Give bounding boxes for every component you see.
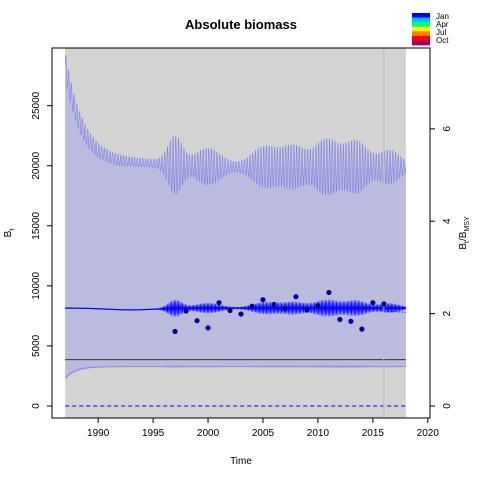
observation-point: [216, 300, 222, 306]
y-tick-label: 10000: [31, 272, 42, 300]
legend-color-band: [412, 31, 430, 37]
y-tick-label: 25000: [31, 91, 42, 119]
y2-axis-label-sub: t: [464, 241, 471, 243]
observation-point: [359, 326, 365, 332]
observation-point: [271, 301, 277, 308]
legend-label: Apr: [436, 20, 449, 29]
observation-point: [381, 301, 387, 307]
x-tick-label: 2015: [362, 428, 385, 439]
biomass-estimate-line: [65, 307, 406, 311]
confidence-band: [65, 54, 406, 379]
y2-tick-label: 2: [442, 310, 453, 316]
observation-point: [249, 303, 255, 309]
y-axis-label: Bt: [3, 229, 16, 238]
x-axis-label: Time: [230, 456, 252, 467]
x-tick-label: 1995: [142, 428, 165, 439]
confidence-band-upper: [64, 54, 407, 196]
confidence-band-lower: [64, 364, 407, 380]
observation-point: [194, 318, 200, 324]
legend-label: Jul: [436, 28, 446, 37]
observation-point: [183, 308, 189, 314]
y2-axis-label-main: B: [458, 243, 469, 250]
observation-point: [293, 294, 299, 300]
y-tick-label: 20000: [31, 151, 42, 179]
y2-axis-label-suffix-sub: MSY: [464, 216, 471, 232]
y-tick-label: 15000: [31, 211, 42, 239]
legend-color-band: [412, 17, 430, 23]
x-tick-label: 2000: [197, 428, 220, 439]
axes: 1990 1995 2000 2005 2010 2015 2020 0 5000 10000 15…: [31, 91, 453, 439]
observation-point: [326, 289, 332, 296]
forecast-lower: [383, 310, 406, 313]
x-tick-label: 2020: [417, 428, 440, 439]
observation-point: [282, 306, 288, 312]
plot-area: [64, 48, 407, 418]
legend-color-band: [412, 22, 430, 28]
legend-color-band: [412, 35, 430, 41]
observation-point: [260, 297, 266, 303]
legend-label: Oct: [436, 36, 449, 45]
x-tick-label: 2010: [307, 428, 330, 439]
chart-title: Absolute biomass: [185, 17, 297, 32]
observation-point: [304, 307, 310, 313]
legend-label: Jan: [436, 12, 449, 21]
plot-frame: [51, 47, 431, 419]
observation-point: [205, 325, 211, 331]
y-tick-label: 5000: [31, 334, 42, 357]
observation-point: [238, 311, 244, 317]
legend-color-band: [412, 13, 430, 18]
x-tick-label: 1990: [87, 428, 110, 439]
observation-point: [227, 307, 233, 314]
y2-tick-label: 6: [442, 126, 453, 132]
observation-point: [315, 303, 321, 309]
y2-axis-label-suffix: /B: [458, 231, 469, 241]
y-axis-label-sub: t: [9, 229, 16, 231]
y-axis-label-main: B: [3, 230, 14, 237]
legend-color-band: [412, 26, 430, 32]
x-tick-label: 2005: [252, 428, 275, 439]
legend-color-band: [412, 40, 430, 46]
observation-point: [348, 318, 354, 324]
observation-point: [172, 328, 178, 335]
y-tick-label: 0: [31, 403, 42, 409]
y2-tick-label: 4: [442, 218, 453, 224]
y2-axis-label: Bt/BMSY: [458, 216, 471, 250]
forecast-upper: [383, 306, 406, 310]
y2-tick-label: 0: [442, 403, 453, 409]
observation-point: [337, 316, 343, 323]
observation-point: [370, 300, 376, 306]
